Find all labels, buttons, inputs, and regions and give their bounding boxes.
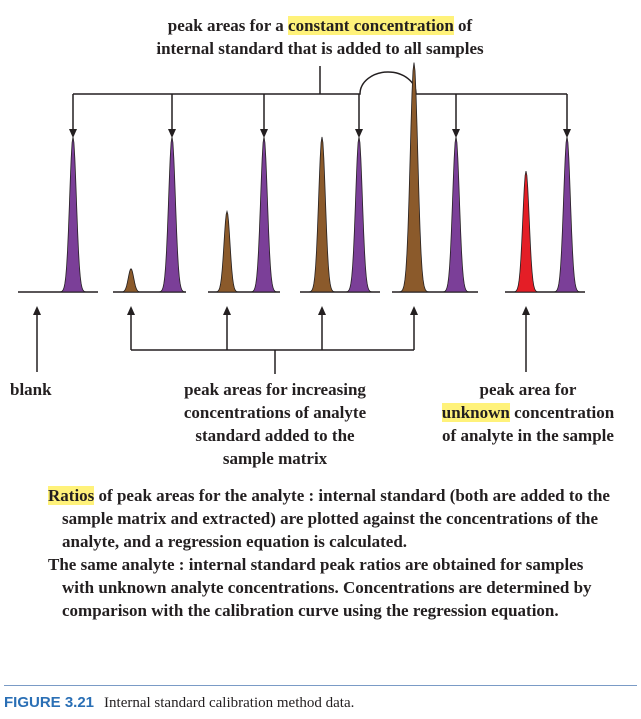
peak-standard_1-internal-standard [158, 136, 186, 293]
figure-caption: FIGURE 3.21 Internal standard calibration… [4, 694, 354, 712]
up-arrow-analyte-standard-3 [318, 306, 326, 315]
explanation-paragraph-1: Ratios of peak areas for the analyte : i… [48, 484, 618, 553]
peak-unknown-internal-standard [553, 136, 581, 293]
explanation-paragraph-2: The same analyte : internal standard pea… [48, 555, 592, 620]
up-arrow-blank [33, 306, 41, 315]
caption-text: Internal standard calibration method dat… [104, 695, 355, 711]
down-arrow-internal-standard-6 [563, 129, 571, 138]
increasing-concentration-label: peak areas for increasing concentrations… [150, 378, 400, 470]
increasing-label-line: peak areas for increasing [184, 380, 366, 399]
peak-blank-internal-standard [59, 136, 87, 293]
down-arrow-internal-standard-1 [69, 129, 77, 138]
down-arrow-internal-standard-4 [355, 129, 363, 138]
explanation-text-span: of peak areas for the analyte : internal… [62, 486, 610, 551]
peak-standard_3-internal-standard [345, 136, 373, 293]
up-arrow-analyte-standard-4 [410, 306, 418, 315]
explanation-text: Ratios of peak areas for the analyte : i… [48, 484, 618, 622]
up-arrow-unknown [522, 306, 530, 315]
peak-standard_3-analyte [308, 136, 336, 293]
internal-standard-label-text: peak areas for a [167, 16, 289, 35]
increasing-label-line: concentrations of analyte [183, 403, 367, 422]
connector-lines [36, 66, 568, 374]
constant-concentration-highlight: constant concentration [288, 16, 454, 35]
down-arrow-internal-standard-3 [260, 129, 268, 138]
peak-standard_4-analyte [398, 62, 430, 293]
down-arrow-internal-standard-2 [168, 129, 176, 138]
peak-standard_4-internal-standard [442, 136, 470, 293]
up-arrow-analyte-standard-1 [127, 306, 135, 315]
internal-standard-label: peak areas for a constant concentration … [100, 14, 540, 60]
unknown-label-line: of analyte in the sample [442, 426, 614, 445]
arrowheads [33, 129, 571, 315]
increasing-label-line: standard added to the [195, 426, 355, 445]
blank-label: blank [10, 380, 52, 399]
unknown-label-line: peak area for [479, 380, 577, 399]
peak-standard_2-internal-standard [250, 136, 278, 293]
figure-number: FIGURE 3.21 [4, 694, 95, 711]
down-arrow-internal-standard-5 [452, 129, 460, 138]
internal-standard-label-text: of [453, 16, 473, 35]
ratios-highlight: Ratios [48, 486, 95, 505]
chromatogram-peaks [59, 62, 581, 293]
unknown-highlight: unknown [441, 403, 510, 422]
unknown-concentration-label: peak area for unknown concentration of a… [418, 378, 638, 447]
peak-standard_2-analyte [214, 209, 240, 293]
up-arrow-analyte-standard-2 [223, 306, 231, 315]
peak-unknown-unknown-analyte [513, 171, 539, 293]
increasing-label-line: sample matrix [222, 449, 328, 468]
unknown-label-line: concentration [509, 403, 615, 422]
caption-rule [4, 685, 637, 686]
peak-standard_1-analyte [120, 268, 142, 293]
internal-standard-label-text: internal standard that is added to all s… [156, 39, 484, 58]
